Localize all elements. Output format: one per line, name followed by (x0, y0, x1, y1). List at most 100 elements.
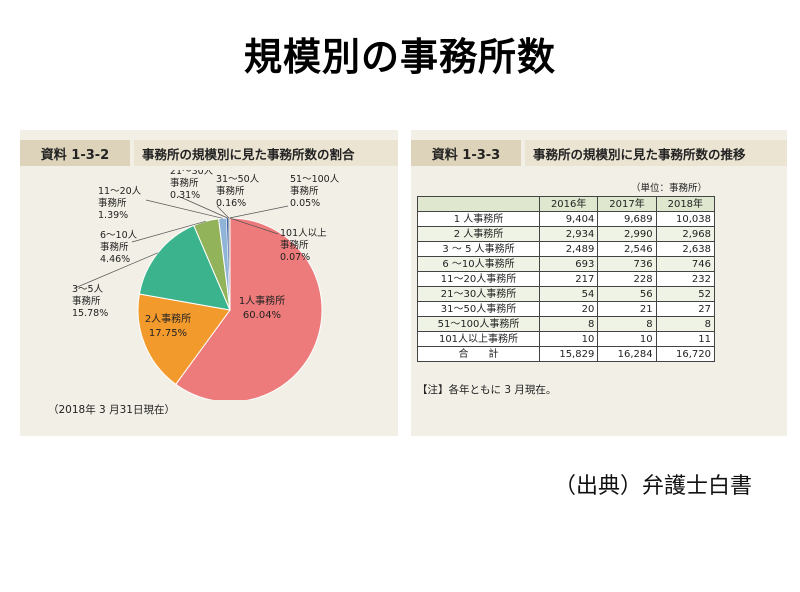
leader-line (229, 217, 279, 235)
office-count-table: 2016年 2017年 2018年 1 人事務所 9,404 9,689 10,038 2 … (416, 196, 716, 362)
row-label: 1 人事務所 (416, 211, 541, 227)
column-header (416, 196, 541, 212)
slice-outside-label: 0.05% (290, 198, 320, 209)
table-row: 6 〜10人事務所 693 736 746 (416, 256, 716, 272)
table-row: 11〜20人事務所 217 228 232 (416, 271, 716, 287)
table-cell: 27 (655, 301, 716, 317)
pie-slice (175, 217, 323, 400)
table-cell: 20 (539, 301, 599, 317)
table-cell: 228 (597, 271, 657, 287)
slice-outside-label: 事務所 (170, 177, 199, 189)
slice-outside-label: 事務所 (280, 239, 309, 251)
slice-outside-label: 15.78% (72, 308, 108, 319)
source-citation: （出典）弁護士白書 (553, 474, 752, 499)
slice-outside-label: 4.46% (100, 254, 130, 265)
page-title: 規模別の事務所数 (243, 35, 556, 79)
table-cell: 736 (597, 256, 657, 272)
date-note: （2018年 3 月31日現在） (48, 404, 175, 416)
slice-outside-label: 0.16% (216, 198, 246, 209)
slice-outside-label: 6〜10人 (100, 230, 138, 241)
table-row: 21〜30人事務所 54 56 52 (416, 286, 716, 302)
column-header: 2016年 (539, 196, 599, 212)
table-cell: 8 (539, 316, 599, 332)
row-label: 21〜30人事務所 (416, 286, 541, 302)
slice-outside-label: 31〜50人 (216, 174, 260, 185)
table-row: 101人以上事務所 10 10 11 (416, 331, 716, 347)
panel-header: 資料 1-3-3 事務所の規模別に見た事務所数の推移 (411, 140, 787, 166)
table-cell: 21 (597, 301, 657, 317)
table-cell: 2,489 (539, 241, 599, 257)
pie-slice (137, 293, 231, 386)
table-cell: 693 (539, 256, 599, 272)
row-label: 11〜20人事務所 (416, 271, 541, 287)
slice-outside-label: 0.07% (280, 252, 310, 263)
slice-outside-label: 事務所 (72, 295, 101, 307)
leader-line (131, 220, 206, 243)
slice-outside-label: 事務所 (290, 185, 319, 197)
leader-line (74, 252, 159, 289)
table-cell: 54 (539, 286, 599, 302)
slice-outside-label: 21〜30人 (170, 170, 214, 177)
table-cell: 232 (655, 271, 716, 287)
table-row: 3 〜 5 人事務所 2,489 2,546 2,638 (416, 241, 716, 257)
slice-outside-label: 51〜100人 (290, 174, 340, 185)
table-row: 合 計 15,829 16,284 16,720 (416, 346, 716, 362)
table-cell: 746 (655, 256, 716, 272)
unit-note: （単位：事務所） (630, 183, 707, 194)
row-label: 51〜100人事務所 (416, 316, 541, 332)
panel-badge: 資料 1-3-2 (20, 140, 130, 166)
row-label: 6 〜10人事務所 (416, 256, 541, 272)
table-cell: 10 (597, 331, 657, 347)
table-cell: 2,934 (539, 226, 599, 242)
table-cell: 9,689 (597, 211, 657, 227)
table-footnote: 【注】各年ともに 3 月現在。 (417, 384, 557, 396)
slice-outside-label: 事務所 (98, 197, 127, 209)
leader-line (229, 205, 289, 219)
table-cell: 16,284 (597, 346, 657, 362)
panel-header: 資料 1-3-2 事務所の規模別に見た事務所数の割合 (20, 140, 398, 166)
slice-inside-label: 60.04% (243, 310, 281, 321)
table-cell: 217 (539, 271, 599, 287)
table-cell: 16,720 (655, 346, 716, 362)
panel-heading: 事務所の規模別に見た事務所数の割合 (134, 140, 398, 166)
pie-chart-panel: 資料 1-3-2 事務所の規模別に見た事務所数の割合 1人事務所 60.04% 2人… (20, 130, 398, 436)
slice-outside-label: 事務所 (100, 241, 129, 253)
slice-outside-label: 0.31% (170, 190, 200, 201)
pie-chart: 1人事務所60.04%2人事務所17.75%3〜5人事務所15.78%6〜10人… (72, 170, 340, 400)
column-header: 2018年 (655, 196, 716, 212)
row-label: 101人以上事務所 (416, 331, 541, 347)
table-cell: 2,638 (655, 241, 716, 257)
leader-line (177, 195, 228, 219)
table-row: 51〜100人事務所 8 8 8 (416, 316, 716, 332)
slice-outside-label: 11〜20人 (98, 186, 142, 197)
table-row: 2 人事務所 2,934 2,990 2,968 (416, 226, 716, 242)
table-cell: 2,546 (597, 241, 657, 257)
table-cell: 10 (539, 331, 599, 347)
row-label: 31〜50人事務所 (416, 301, 541, 317)
row-label: 合 計 (416, 346, 541, 362)
column-header: 2017年 (597, 196, 657, 212)
table-cell: 8 (597, 316, 657, 332)
slice-inside-label: 17.75% (149, 328, 187, 339)
slice-outside-label: 3〜5人 (72, 284, 104, 295)
row-label: 2 人事務所 (416, 226, 541, 242)
row-label: 3 〜 5 人事務所 (416, 241, 541, 257)
slice-inside-label: 2人事務所 (145, 312, 191, 325)
table-cell: 52 (655, 286, 716, 302)
table-row: 1 人事務所 9,404 9,689 10,038 (416, 211, 716, 227)
table-cell: 15,829 (539, 346, 599, 362)
table-cell: 9,404 (539, 211, 599, 227)
slice-outside-label: 1.39% (98, 210, 128, 221)
leader-line (216, 205, 230, 219)
panel-heading: 事務所の規模別に見た事務所数の推移 (525, 140, 787, 166)
leader-line (145, 199, 223, 219)
table-panel: 資料 1-3-3 事務所の規模別に見た事務所数の推移 （単位：事務所） 2016… (411, 130, 787, 436)
table-cell: 11 (655, 331, 716, 347)
table-cell: 8 (655, 316, 716, 332)
slice-inside-label: 1人事務所 (239, 294, 285, 307)
slice-outside-label: 101人以上 (280, 228, 327, 239)
table-row: 31〜50人事務所 20 21 27 (416, 301, 716, 317)
table-cell: 2,968 (655, 226, 716, 242)
panel-badge: 資料 1-3-3 (411, 140, 521, 166)
table-header-row: 2016年 2017年 2018年 (416, 196, 716, 212)
